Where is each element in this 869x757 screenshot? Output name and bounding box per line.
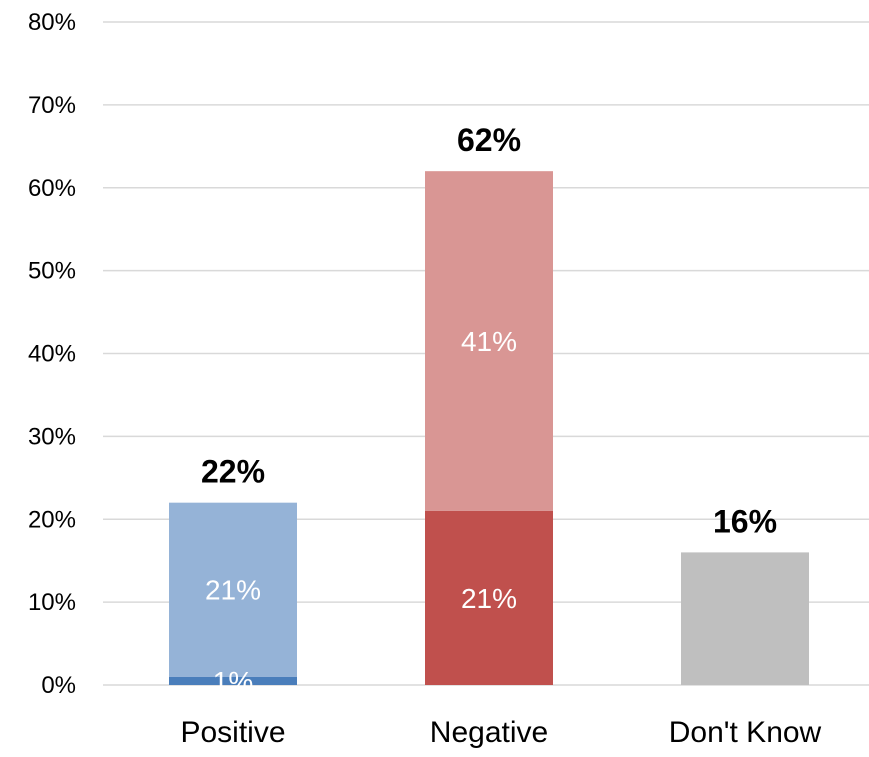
y-tick-label: 10%: [28, 589, 76, 616]
x-category-label: Negative: [430, 716, 548, 749]
y-tick-label: 20%: [28, 506, 76, 533]
bar-segment: [169, 676, 297, 685]
y-tick-label: 40%: [28, 341, 76, 368]
segment-data-label: 21%: [205, 575, 261, 606]
y-tick-label: 0%: [41, 672, 76, 699]
bar-segment: [425, 510, 553, 685]
x-category-label: Don't Know: [669, 716, 822, 749]
y-tick-label: 60%: [28, 175, 76, 202]
y-tick-label: 70%: [28, 92, 76, 119]
bar-total-label: 62%: [457, 122, 521, 158]
bar-total-label: 22%: [201, 454, 265, 490]
bar-total-label: 16%: [713, 503, 777, 539]
y-tick-label: 80%: [28, 9, 76, 36]
segment-data-label: 1%: [213, 666, 253, 697]
x-category-label: Positive: [180, 716, 285, 749]
segment-data-label: 41%: [461, 326, 517, 357]
y-tick-label: 50%: [28, 258, 76, 285]
label-layer: 0% 10% 20% 30% 40% 50% 60% 70% 80% 1% 21% 22% Positi…: [28, 9, 822, 749]
segment-data-label: 21%: [461, 583, 517, 614]
y-tick-label: 30%: [28, 423, 76, 450]
bar-segment: [681, 552, 809, 685]
bar-segment: [425, 171, 553, 511]
bar-layer: [169, 171, 809, 685]
bar-segment: [169, 502, 297, 677]
